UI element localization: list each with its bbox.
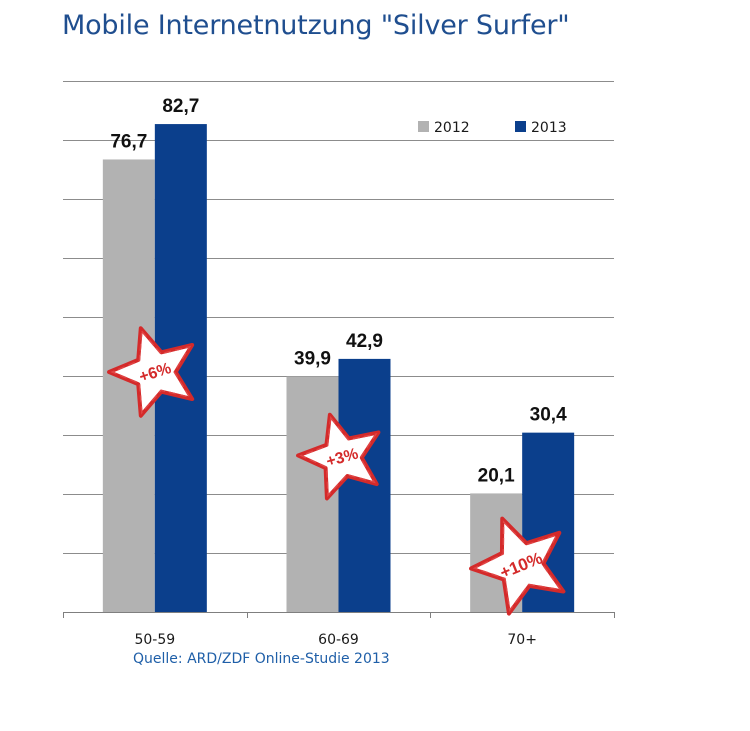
- x-tick-label: 50-59: [134, 632, 175, 648]
- growth-star: +6%: [107, 326, 195, 418]
- data-label: 30,4: [530, 405, 567, 426]
- star-icon: [469, 516, 566, 616]
- star-icon-inner: [110, 329, 192, 415]
- bar: [338, 358, 391, 612]
- growth-star: +3%: [296, 412, 381, 501]
- legend-label: 2013: [531, 120, 567, 136]
- star-icon: [107, 326, 195, 418]
- x-tick-label: 60-69: [318, 632, 359, 648]
- legend: 2012 2013: [418, 120, 567, 136]
- value-labels: 76,7 82,7 39,9 42,9 20,1 30,4: [110, 96, 567, 486]
- x-axis: 50-59 60-69 70+: [63, 612, 615, 648]
- legend-swatch: [515, 121, 526, 132]
- legend-swatch: [418, 121, 429, 132]
- star-icon: [296, 412, 381, 501]
- bars: [102, 124, 575, 612]
- data-label: 76,7: [110, 131, 147, 152]
- growth-star: +10%: [469, 516, 566, 616]
- data-label: 39,9: [294, 349, 331, 370]
- growth-stars: +6% +3% +10%: [107, 326, 566, 616]
- star-icon-inner: [299, 415, 378, 498]
- data-label: 42,9: [346, 331, 383, 352]
- data-label: 82,7: [162, 96, 199, 117]
- page-title: Mobile Internetnutzung "Silver Surfer": [62, 10, 570, 41]
- x-tick-label: 70+: [507, 632, 537, 648]
- data-label: 20,1: [478, 465, 515, 486]
- source-note: Quelle: ARD/ZDF Online-Studie 2013: [133, 651, 390, 667]
- star-icon-inner: [472, 520, 563, 612]
- legend-label: 2012: [434, 120, 470, 136]
